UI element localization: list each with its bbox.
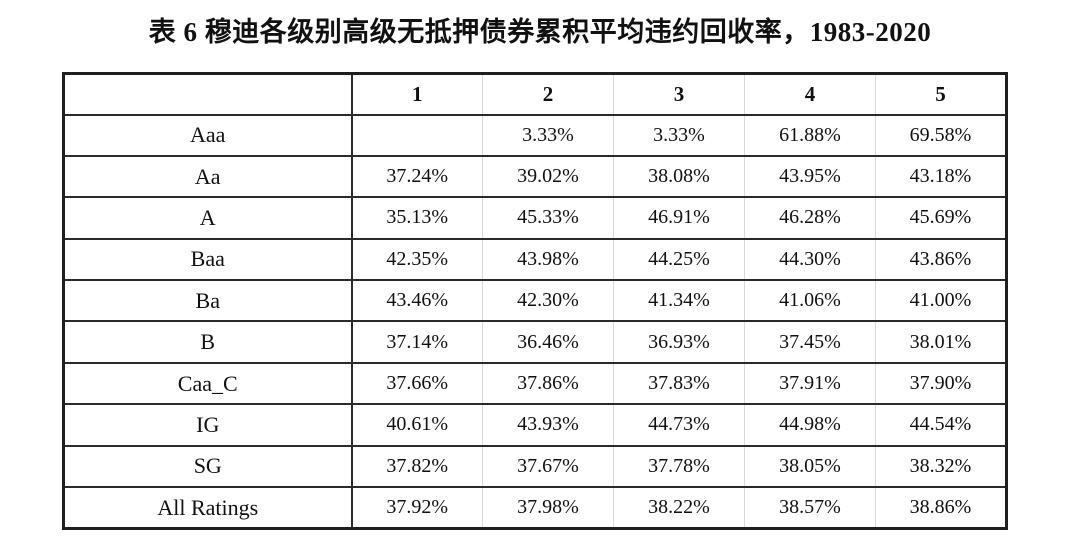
row-label-cell: Aaa xyxy=(63,114,353,157)
value-cell: 43.93% xyxy=(482,404,614,447)
value-cell: 38.22% xyxy=(613,487,745,530)
table-row: Aa 37.24% 39.02% 38.08% 43.95% 43.18% xyxy=(63,155,1007,199)
value-cell: 43.18% xyxy=(875,155,1007,199)
table-title: 表 6 穆迪各级别高级无抵押债券累积平均违约回收率，1983-2020 xyxy=(148,17,932,47)
value-cell: 3.33% xyxy=(613,114,745,157)
row-label-cell: Caa_C xyxy=(63,362,353,406)
value-cell: 37.78% xyxy=(613,445,745,489)
table-row: Baa 42.35% 43.98% 44.25% 44.30% 43.86% xyxy=(63,238,1007,282)
value-cell: 36.46% xyxy=(482,321,614,364)
row-label-cell: IG xyxy=(63,404,353,447)
value-cell: 69.58% xyxy=(875,114,1007,157)
value-cell: 43.86% xyxy=(875,238,1007,282)
table-row: A 35.13% 45.33% 46.91% 46.28% 45.69% xyxy=(63,197,1007,240)
table-row: Ba 43.46% 42.30% 41.34% 41.06% 41.00% xyxy=(63,280,1007,323)
row-label-cell: All Ratings xyxy=(63,487,353,530)
value-cell: 37.14% xyxy=(351,321,483,364)
value-cell: 41.34% xyxy=(613,280,745,323)
value-cell: 35.13% xyxy=(351,197,483,240)
row-label-cell: A xyxy=(63,197,353,240)
value-cell: 38.57% xyxy=(744,487,876,530)
value-cell: 38.86% xyxy=(875,487,1007,530)
value-cell: 44.54% xyxy=(875,404,1007,447)
table-row: B 37.14% 36.46% 36.93% 37.45% 38.01% xyxy=(63,321,1007,364)
row-label-cell: Ba xyxy=(63,280,353,323)
value-cell: 37.66% xyxy=(351,362,483,406)
value-cell: 38.08% xyxy=(613,155,745,199)
value-cell: 43.98% xyxy=(482,238,614,282)
value-cell: 44.30% xyxy=(744,238,876,282)
value-cell: 45.33% xyxy=(482,197,614,240)
value-cell: 38.32% xyxy=(875,445,1007,489)
column-header: 3 xyxy=(613,73,745,116)
column-header: 4 xyxy=(744,73,876,116)
table-row: SG 37.82% 37.67% 37.78% 38.05% 38.32% xyxy=(63,445,1007,489)
table-row: Caa_C 37.66% 37.86% 37.83% 37.91% 37.90% xyxy=(63,362,1007,406)
row-label-cell: Baa xyxy=(63,238,353,282)
value-cell: 44.25% xyxy=(613,238,745,282)
value-cell: 3.33% xyxy=(482,114,614,157)
row-label-cell: B xyxy=(63,321,353,364)
table-row: Aaa 3.33% 3.33% 61.88% 69.58% xyxy=(63,114,1007,157)
value-cell: 41.00% xyxy=(875,280,1007,323)
table-row: IG 40.61% 43.93% 44.73% 44.98% 44.54% xyxy=(63,404,1007,447)
value-cell: 37.67% xyxy=(482,445,614,489)
value-cell: 37.82% xyxy=(351,445,483,489)
value-cell: 44.73% xyxy=(613,404,745,447)
value-cell: 46.28% xyxy=(744,197,876,240)
value-cell: 37.92% xyxy=(351,487,483,530)
value-cell: 37.24% xyxy=(351,155,483,199)
column-header: 2 xyxy=(482,73,614,116)
value-cell: 46.91% xyxy=(613,197,745,240)
column-header: 1 xyxy=(351,73,483,116)
row-label-cell: Aa xyxy=(63,155,353,199)
value-cell: 43.95% xyxy=(744,155,876,199)
table-row: All Ratings 37.92% 37.98% 38.22% 38.57% 38.86… xyxy=(63,487,1007,530)
value-cell: 38.01% xyxy=(875,321,1007,364)
value-cell: 45.69% xyxy=(875,197,1007,240)
value-cell: 37.91% xyxy=(744,362,876,406)
value-cell: 42.35% xyxy=(351,238,483,282)
value-cell: 39.02% xyxy=(482,155,614,199)
row-label-cell: SG xyxy=(63,445,353,489)
value-cell: 43.46% xyxy=(351,280,483,323)
value-cell: 37.98% xyxy=(482,487,614,530)
value-cell xyxy=(351,114,483,157)
value-cell: 41.06% xyxy=(744,280,876,323)
value-cell: 44.98% xyxy=(744,404,876,447)
corner-cell xyxy=(63,73,353,116)
value-cell: 40.61% xyxy=(351,404,483,447)
value-cell: 38.05% xyxy=(744,445,876,489)
value-cell: 37.86% xyxy=(482,362,614,406)
value-cell: 61.88% xyxy=(744,114,876,157)
value-cell: 37.90% xyxy=(875,362,1007,406)
value-cell: 42.30% xyxy=(482,280,614,323)
value-cell: 37.45% xyxy=(744,321,876,364)
value-cell: 37.83% xyxy=(613,362,745,406)
column-header: 5 xyxy=(875,73,1007,116)
value-cell: 36.93% xyxy=(613,321,745,364)
